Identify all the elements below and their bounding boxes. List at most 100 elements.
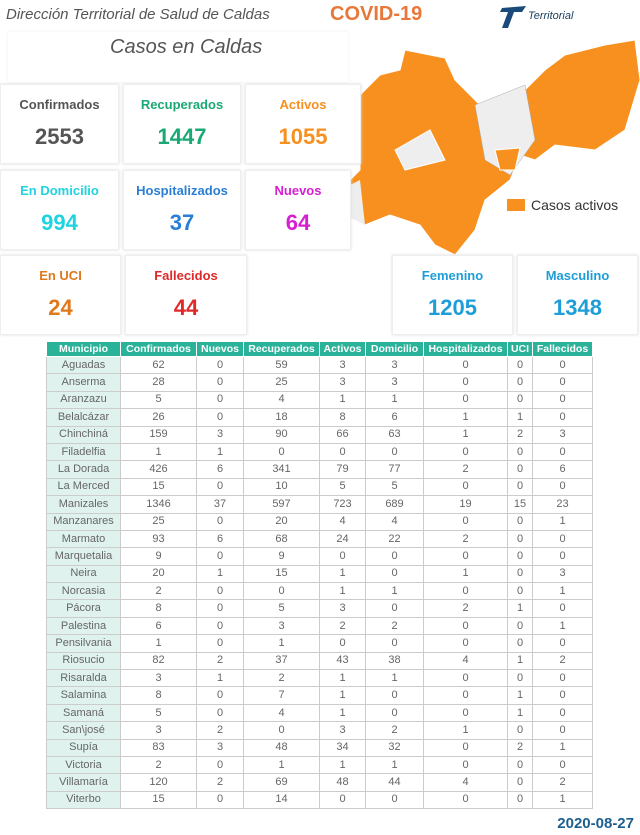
- value-cell: 0: [365, 564, 424, 584]
- value-cell: 18: [243, 408, 320, 427]
- municipio-cell: La Dorada: [46, 460, 121, 479]
- column-header: Confirmados: [120, 341, 197, 357]
- value-cell: 1: [319, 755, 366, 775]
- card-value: 1447: [157, 124, 207, 149]
- value-cell: 26: [120, 408, 197, 427]
- value-cell: 9: [120, 547, 197, 566]
- municipio-cell: Pensilvania: [46, 634, 121, 653]
- covid-title: COVID-19: [330, 3, 423, 25]
- value-cell: 0: [423, 477, 508, 497]
- card-value: 1205: [428, 295, 477, 320]
- value-cell: 0: [423, 703, 508, 723]
- value-cell: 0: [532, 477, 593, 497]
- column-header: Hospitalizados: [423, 341, 508, 357]
- value-cell: 3: [120, 669, 197, 688]
- value-cell: 3: [319, 721, 366, 740]
- value-cell: 2: [365, 721, 424, 740]
- card-uci: En UCI 24: [0, 255, 121, 335]
- value-cell: 2: [423, 529, 508, 549]
- card-label: Masculino: [545, 268, 610, 283]
- value-cell: 1: [423, 564, 508, 584]
- card-value: 1055: [278, 124, 328, 149]
- table-row: Chinchiná 159 3 90 66 63 1 2 3: [46, 425, 593, 444]
- value-cell: 0: [507, 721, 533, 740]
- value-cell: 25: [243, 373, 320, 392]
- value-cell: 0: [423, 669, 508, 688]
- value-cell: 0: [365, 547, 424, 566]
- value-cell: 3: [243, 616, 320, 636]
- value-cell: 1: [532, 582, 593, 601]
- value-cell: 1346: [120, 495, 197, 514]
- value-cell: 82: [120, 651, 197, 671]
- municipio-cell: Aguadas: [46, 355, 121, 375]
- value-cell: 1: [507, 408, 533, 427]
- card-label: En UCI: [39, 268, 82, 283]
- value-cell: 37: [196, 495, 244, 514]
- value-cell: 1: [532, 738, 593, 757]
- value-cell: 20: [243, 512, 320, 531]
- value-cell: 0: [196, 512, 244, 531]
- value-cell: 341: [243, 460, 320, 479]
- value-cell: 4: [423, 773, 508, 792]
- value-cell: 15: [243, 564, 320, 584]
- card-value: 2553: [35, 124, 84, 149]
- value-cell: 2: [196, 721, 244, 740]
- municipio-cell: Neira: [46, 564, 121, 584]
- value-cell: 6: [196, 460, 244, 479]
- municipio-cell: Manzanares: [46, 512, 121, 531]
- value-cell: 0: [243, 442, 320, 462]
- card-value: 37: [169, 210, 195, 235]
- panel-title: Casos en Caldas: [110, 36, 263, 58]
- municipio-cell: La Merced: [46, 477, 121, 497]
- value-cell: 5: [120, 703, 197, 723]
- municipio-cell: Samaná: [46, 703, 121, 723]
- value-cell: 1: [423, 425, 508, 444]
- value-cell: 0: [196, 547, 244, 566]
- value-cell: 19: [423, 495, 508, 514]
- value-cell: 0: [423, 738, 508, 757]
- value-cell: 0: [507, 669, 533, 688]
- value-cell: 6: [120, 616, 197, 636]
- table-row: La Dorada 426 6 341 79 77 2 0 6: [46, 460, 593, 479]
- value-cell: 0: [196, 355, 244, 375]
- value-cell: 20: [120, 564, 197, 584]
- table-row: Anserma 28 0 25 3 3 0 0 0: [46, 373, 593, 392]
- value-cell: 1: [423, 721, 508, 740]
- value-cell: 0: [507, 477, 533, 497]
- value-cell: 28: [120, 373, 197, 392]
- value-cell: 4: [319, 512, 366, 531]
- value-cell: 0: [423, 582, 508, 601]
- value-cell: 0: [423, 686, 508, 705]
- value-cell: 90: [243, 425, 320, 444]
- value-cell: 8: [120, 599, 197, 618]
- value-cell: 1: [507, 703, 533, 723]
- value-cell: 3: [120, 721, 197, 740]
- column-header: Activos: [319, 341, 366, 357]
- value-cell: 2: [120, 755, 197, 775]
- card-value: 1348: [553, 295, 602, 320]
- table-row: Manzanares 25 0 20 4 4 0 0 1: [46, 512, 593, 531]
- card-domicilio: En Domicilio 994: [0, 170, 119, 250]
- value-cell: 0: [365, 634, 424, 653]
- value-cell: 0: [507, 529, 533, 549]
- card-label: Femenino: [421, 268, 484, 283]
- table-row: Marmato 93 6 68 24 22 2 0 0: [46, 529, 593, 549]
- municipio-cell: Marmato: [46, 529, 121, 549]
- column-header: UCI: [507, 341, 533, 357]
- municipio-cell: Manizales: [46, 495, 121, 514]
- municipio-cell: Viterbo: [46, 790, 121, 810]
- value-cell: 0: [532, 408, 593, 427]
- value-cell: 2: [423, 460, 508, 479]
- value-cell: 4: [243, 703, 320, 723]
- value-cell: 1: [365, 669, 424, 688]
- value-cell: 0: [507, 616, 533, 636]
- value-cell: 2: [243, 669, 320, 688]
- value-cell: 2: [120, 582, 197, 601]
- municipio-cell: Supía: [46, 738, 121, 757]
- value-cell: 689: [365, 495, 424, 514]
- value-cell: 0: [423, 442, 508, 462]
- value-cell: 2: [532, 651, 593, 671]
- value-cell: 1: [319, 564, 366, 584]
- value-cell: 0: [243, 582, 320, 601]
- table-row: Pácora 8 0 5 3 0 2 1 0: [46, 599, 593, 618]
